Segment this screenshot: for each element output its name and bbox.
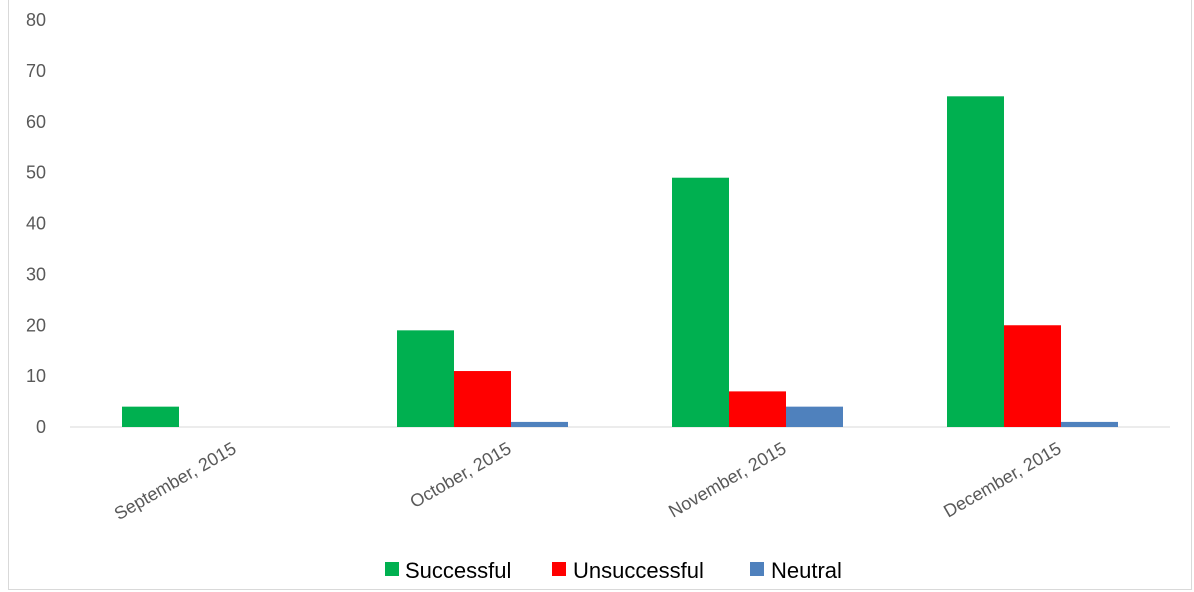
bar-successful-1 <box>397 330 454 427</box>
x-category-label: November, 2015 <box>665 438 789 521</box>
y-tick-label: 80 <box>26 10 46 30</box>
bar-successful-3 <box>947 96 1004 427</box>
bar-neutral-1 <box>511 421 568 427</box>
legend-label-neutral: Neutral <box>771 558 842 583</box>
bar-unsuccessful-3 <box>1004 325 1061 427</box>
y-tick-label: 40 <box>26 214 46 234</box>
y-tick-label: 70 <box>26 61 46 81</box>
y-axis-ticks: 0 10 20 30 40 50 60 70 80 <box>26 10 46 437</box>
y-tick-label: 50 <box>26 163 46 183</box>
legend: Successful Unsuccessful Neutral <box>385 558 842 583</box>
x-category-label: October, 2015 <box>407 438 515 512</box>
y-tick-label: 60 <box>26 112 46 132</box>
bar-neutral-3 <box>1061 421 1118 427</box>
y-tick-label: 20 <box>26 315 46 335</box>
y-tick-label: 30 <box>26 264 46 284</box>
y-tick-label: 10 <box>26 366 46 386</box>
legend-label-successful: Successful <box>405 558 511 583</box>
bars <box>122 96 1118 427</box>
bar-unsuccessful-1 <box>454 371 511 427</box>
legend-label-unsuccessful: Unsuccessful <box>573 558 704 583</box>
x-axis-category-labels: September, 2015 October, 2015 November, 20… <box>111 438 1065 524</box>
bar-successful-0 <box>122 406 179 427</box>
bar-unsuccessful-2 <box>729 391 786 427</box>
x-category-label: September, 2015 <box>111 438 240 524</box>
legend-swatch-neutral <box>750 562 764 576</box>
legend-swatch-successful <box>385 562 399 576</box>
y-tick-label: 0 <box>36 417 46 437</box>
legend-swatch-unsuccessful <box>552 562 566 576</box>
bar-neutral-2 <box>786 406 843 427</box>
bar-successful-2 <box>672 177 729 427</box>
x-category-label: December, 2015 <box>940 438 1064 521</box>
